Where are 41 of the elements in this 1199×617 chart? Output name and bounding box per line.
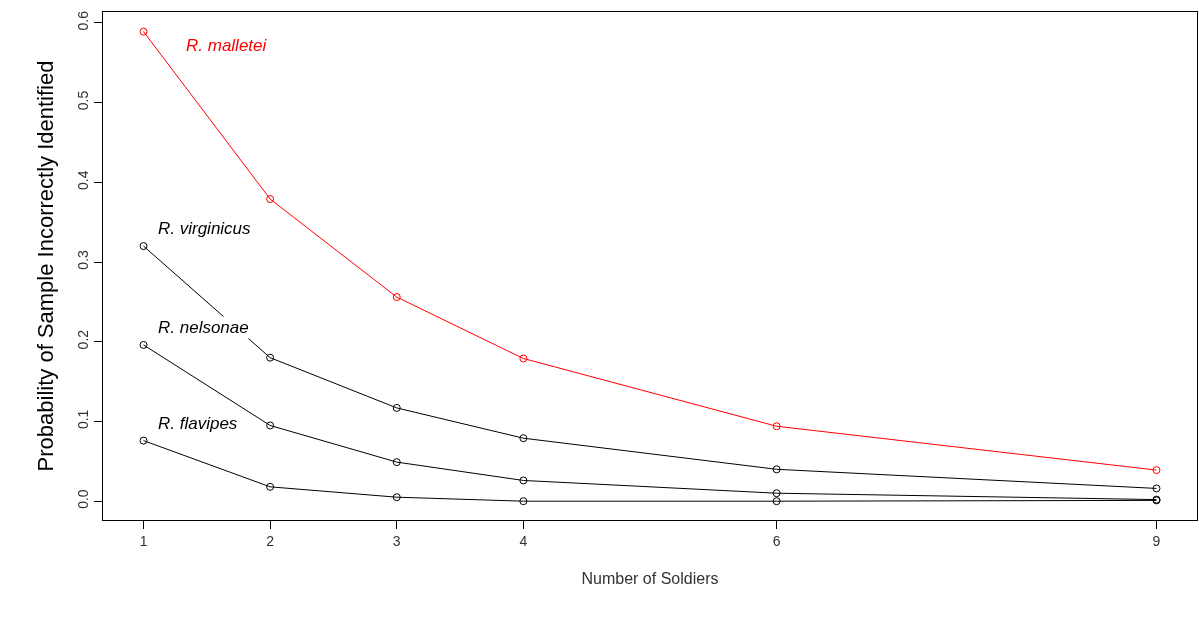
x-tick-label: 6 (772, 532, 781, 549)
point (392, 403, 401, 412)
x-tick-label: 3 (392, 532, 401, 549)
point (139, 340, 148, 349)
point (519, 354, 528, 363)
series-label: R. virginicus (158, 219, 252, 238)
point (1152, 484, 1161, 493)
y-tick-label: 0.1 (75, 409, 92, 430)
y-tick-label: 0.2 (75, 329, 92, 350)
point (519, 434, 528, 443)
point (266, 195, 275, 204)
point (772, 465, 781, 474)
series-label: R. flavipes (158, 414, 238, 433)
point (139, 27, 148, 36)
y-tick-label: 0.3 (75, 249, 92, 270)
x-tick-label: 1 (139, 532, 148, 549)
point (772, 497, 781, 506)
x-tick-label: 2 (266, 532, 275, 549)
point (772, 422, 781, 431)
x-tick-label: 4 (519, 532, 528, 549)
point (266, 482, 275, 491)
point (772, 489, 781, 498)
y-tick-label: 0.6 (75, 10, 92, 31)
point (519, 476, 528, 485)
point (266, 421, 275, 430)
x-axis-title: Number of Soldiers (581, 570, 719, 588)
point (392, 493, 401, 502)
point (139, 242, 148, 251)
y-tick-label: 0.5 (75, 90, 92, 111)
point (266, 353, 275, 362)
point (519, 497, 528, 506)
y-tick-label: 0.4 (75, 170, 92, 190)
point (139, 436, 148, 445)
series-label: R. malletei (186, 36, 268, 55)
x-tick-label: 9 (1152, 532, 1161, 549)
point (392, 293, 401, 302)
point (392, 458, 401, 467)
y-axis-title: Probability of Sample Incorrectly Identified (33, 60, 59, 472)
series-label: R. nelsonae (158, 318, 249, 337)
y-tick-label: 0.0 (75, 489, 92, 509)
point (1152, 466, 1161, 475)
